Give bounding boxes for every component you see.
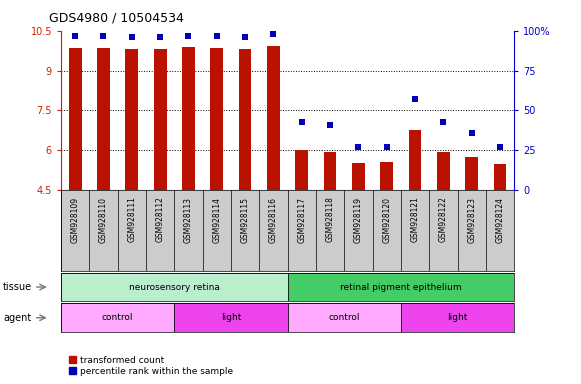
Text: GSM928122: GSM928122 [439, 197, 448, 242]
Bar [437, 152, 450, 190]
Bar [381, 162, 393, 190]
Text: GSM928111: GSM928111 [127, 197, 137, 242]
Bar [69, 48, 81, 190]
Bar [97, 48, 110, 190]
Bar [174, 303, 288, 332]
Bar [352, 163, 365, 190]
Text: GSM928121: GSM928121 [411, 197, 419, 242]
Bar [239, 49, 252, 190]
Bar [401, 303, 514, 332]
Bar [154, 49, 167, 190]
Bar [267, 46, 280, 190]
Bar [288, 303, 401, 332]
Text: tissue: tissue [3, 282, 32, 292]
Text: agent: agent [3, 313, 31, 323]
Bar [295, 150, 308, 190]
Text: control: control [328, 313, 360, 322]
Bar [210, 48, 223, 190]
Text: GSM928119: GSM928119 [354, 197, 363, 243]
Text: GSM928112: GSM928112 [156, 197, 164, 242]
Text: GSM928114: GSM928114 [212, 197, 221, 243]
Bar [408, 130, 421, 190]
Bar [465, 157, 478, 190]
Text: GSM928124: GSM928124 [496, 197, 504, 243]
Text: GSM928123: GSM928123 [467, 197, 476, 243]
Text: light: light [221, 313, 241, 322]
Bar [288, 273, 514, 301]
Text: GSM928116: GSM928116 [269, 197, 278, 243]
Bar [61, 303, 174, 332]
Text: retinal pigment epithelium: retinal pigment epithelium [340, 283, 462, 291]
Text: GSM928118: GSM928118 [325, 197, 335, 242]
Bar [125, 49, 138, 190]
Text: neurosensory retina: neurosensory retina [129, 283, 220, 291]
Text: control: control [102, 313, 134, 322]
Bar [182, 48, 195, 190]
Text: GSM928115: GSM928115 [241, 197, 250, 243]
Bar [61, 273, 288, 301]
Text: GSM928120: GSM928120 [382, 197, 391, 243]
Text: GSM928110: GSM928110 [99, 197, 108, 243]
Text: GSM928109: GSM928109 [71, 197, 80, 243]
Text: GDS4980 / 10504534: GDS4980 / 10504534 [49, 12, 184, 25]
Bar [324, 152, 336, 190]
Legend: transformed count, percentile rank within the sample: transformed count, percentile rank withi… [66, 352, 236, 379]
Text: light: light [447, 313, 468, 322]
Bar [494, 164, 507, 190]
Text: GSM928113: GSM928113 [184, 197, 193, 243]
Text: GSM928117: GSM928117 [297, 197, 306, 243]
